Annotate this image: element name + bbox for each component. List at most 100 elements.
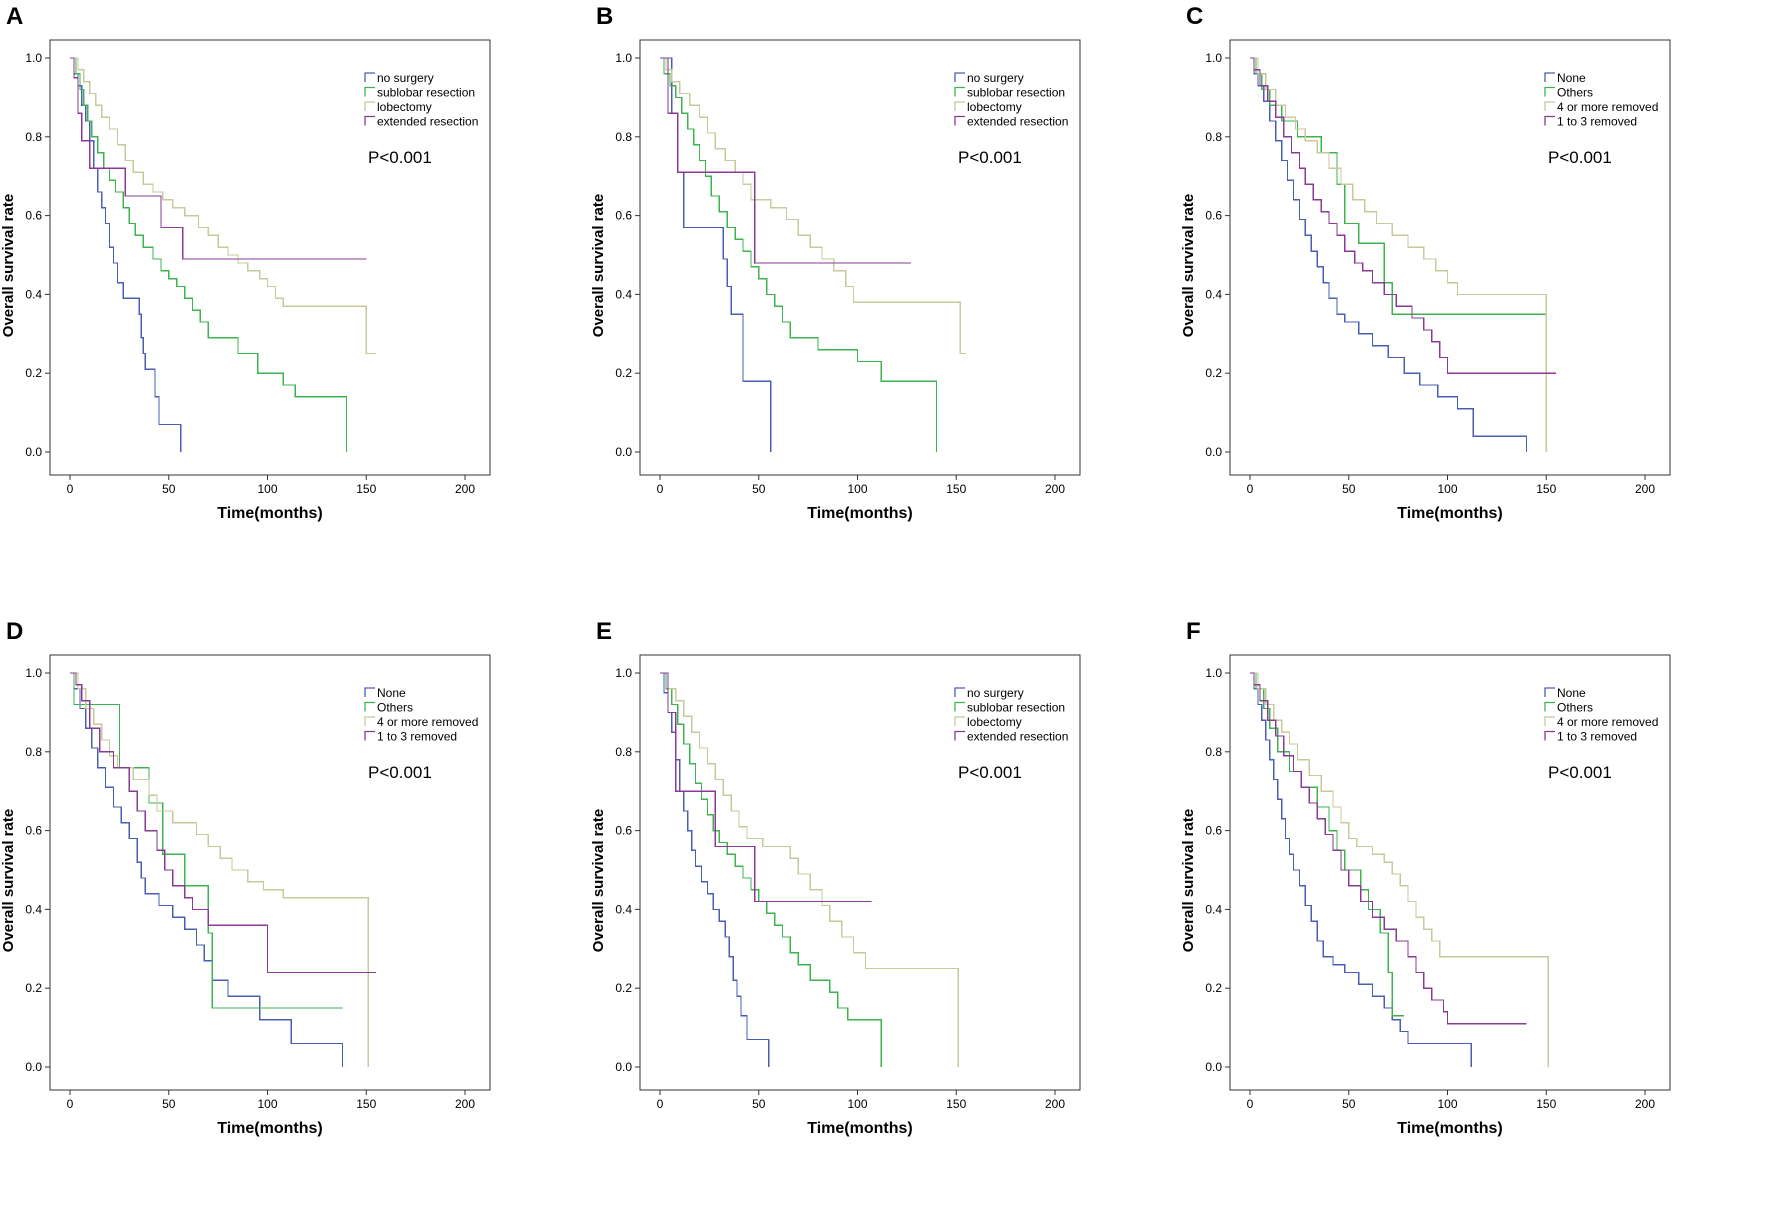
legend-entry: no surgery xyxy=(967,686,1024,700)
y-tick-label: 1.0 xyxy=(1205,51,1222,65)
legend-entry: 4 or more removed xyxy=(377,715,478,729)
y-tick-label: 0.4 xyxy=(1205,287,1222,301)
panel-f: F 0.0 0.2 0.4 0.6 0.8 1.0 0 50 100 150 200 Time(mont… xyxy=(1180,615,1770,1230)
legend-swatch xyxy=(1544,687,1555,697)
km-curve-3 xyxy=(70,57,377,355)
km-curve-1 xyxy=(70,672,344,1067)
x-tick-label: 100 xyxy=(1437,482,1457,496)
km-curve-2 xyxy=(70,672,343,1009)
km-curve-3 xyxy=(660,57,967,355)
y-tick-label: 0.4 xyxy=(615,287,632,301)
legend-swatch xyxy=(1544,730,1555,741)
panel-label: D xyxy=(6,618,23,645)
legend-entry: None xyxy=(377,686,406,700)
x-tick-label: 200 xyxy=(1635,482,1655,496)
x-tick-label: 100 xyxy=(257,482,277,496)
y-tick-label: 0.0 xyxy=(1205,1060,1222,1074)
panel-c: C 0.0 0.2 0.4 0.6 0.8 1.0 0 50 100 150 200 Time(mont… xyxy=(1180,0,1770,615)
km-curve-2 xyxy=(1250,57,1547,315)
x-tick-label: 100 xyxy=(1437,1097,1457,1111)
legend-swatch xyxy=(954,72,965,82)
x-axis-title: Time(months) xyxy=(217,1120,322,1137)
legend-swatch xyxy=(364,701,375,712)
legend-swatch xyxy=(364,101,375,111)
km-curve-1 xyxy=(1250,672,1472,1067)
km-chart-d: D 0.0 0.2 0.4 0.6 0.8 1.0 0 50 100 150 200 Time(mont… xyxy=(0,618,491,1137)
x-tick-label: 150 xyxy=(356,1097,376,1111)
x-tick-label: 150 xyxy=(946,1097,966,1111)
legend-swatch xyxy=(364,730,375,741)
plot-frame xyxy=(639,654,1081,1091)
y-tick-label: 0.2 xyxy=(1205,366,1222,380)
x-tick-label: 150 xyxy=(1536,482,1556,496)
legend-entry: no surgery xyxy=(967,71,1024,85)
legend-entry: 1 to 3 removed xyxy=(377,730,457,744)
p-value-annotation: P<0.001 xyxy=(368,148,432,167)
y-tick-label: 0.8 xyxy=(1205,745,1222,759)
x-tick-label: 100 xyxy=(257,1097,277,1111)
km-chart-e: E 0.0 0.2 0.4 0.6 0.8 1.0 0 50 100 150 200 Time(mont… xyxy=(590,618,1081,1137)
legend-entry: extended resection xyxy=(377,115,478,129)
y-axis-title: Overall survival rate xyxy=(1180,194,1197,337)
plot-frame xyxy=(1229,654,1671,1091)
panel-label: B xyxy=(596,3,613,30)
km-curve-4 xyxy=(70,672,377,974)
legend-entry: None xyxy=(1557,686,1586,700)
y-tick-label: 0.0 xyxy=(615,1060,632,1074)
plot-frame xyxy=(1229,39,1671,476)
y-tick-label: 1.0 xyxy=(25,51,42,65)
km-curve-4 xyxy=(1250,57,1557,374)
x-tick-label: 0 xyxy=(67,1097,74,1111)
panel-d: D 0.0 0.2 0.4 0.6 0.8 1.0 0 50 100 150 200 Time(mont… xyxy=(0,615,590,1230)
y-tick-label: 0.6 xyxy=(25,209,42,223)
p-value-annotation: P<0.001 xyxy=(958,148,1022,167)
y-tick-label: 0.0 xyxy=(25,1060,42,1074)
y-tick-label: 0.4 xyxy=(1205,902,1222,916)
km-curve-4 xyxy=(660,57,911,264)
legend-swatch xyxy=(364,716,375,726)
y-tick-label: 0.2 xyxy=(615,366,632,380)
x-axis-title: Time(months) xyxy=(1397,505,1502,522)
panel-label: F xyxy=(1186,618,1201,645)
y-tick-label: 0.6 xyxy=(25,824,42,838)
x-tick-label: 150 xyxy=(356,482,376,496)
y-tick-label: 0.2 xyxy=(25,981,42,995)
x-tick-label: 50 xyxy=(752,482,766,496)
legend-entry: Others xyxy=(377,701,413,715)
y-tick-label: 0.6 xyxy=(1205,209,1222,223)
legend-entry: 4 or more removed xyxy=(1557,715,1658,729)
km-curve-1 xyxy=(660,672,770,1067)
y-tick-label: 0.0 xyxy=(615,445,632,459)
panel-label: E xyxy=(596,618,612,645)
legend-entry: 4 or more removed xyxy=(1557,100,1658,114)
legend-swatch xyxy=(954,716,965,726)
km-curve-4 xyxy=(70,57,367,260)
legend-entry: Others xyxy=(1557,701,1593,715)
legend-swatch xyxy=(954,115,965,126)
y-axis-title: Overall survival rate xyxy=(1180,809,1197,952)
y-tick-label: 0.4 xyxy=(25,902,42,916)
p-value-annotation: P<0.001 xyxy=(368,763,432,782)
km-curve-2 xyxy=(660,672,882,1067)
p-value-annotation: P<0.001 xyxy=(1548,763,1612,782)
x-tick-label: 200 xyxy=(1045,1097,1065,1111)
km-curve-1 xyxy=(660,57,772,452)
x-axis-title: Time(months) xyxy=(807,1120,912,1137)
y-tick-label: 0.8 xyxy=(615,745,632,759)
km-curve-4 xyxy=(1250,672,1527,1025)
km-chart-b: B 0.0 0.2 0.4 0.6 0.8 1.0 0 50 100 150 200 Time(mont… xyxy=(590,3,1081,522)
km-curve-2 xyxy=(1250,672,1405,1017)
legend-swatch xyxy=(364,86,375,97)
km-chart-c: C 0.0 0.2 0.4 0.6 0.8 1.0 0 50 100 150 200 Time(mont… xyxy=(1180,3,1671,522)
y-tick-label: 0.4 xyxy=(25,287,42,301)
plot-frame xyxy=(49,654,491,1091)
legend-swatch xyxy=(364,72,375,82)
x-tick-label: 0 xyxy=(1247,482,1254,496)
legend-swatch xyxy=(954,730,965,741)
x-tick-label: 50 xyxy=(162,482,176,496)
y-axis-title: Overall survival rate xyxy=(0,194,17,337)
